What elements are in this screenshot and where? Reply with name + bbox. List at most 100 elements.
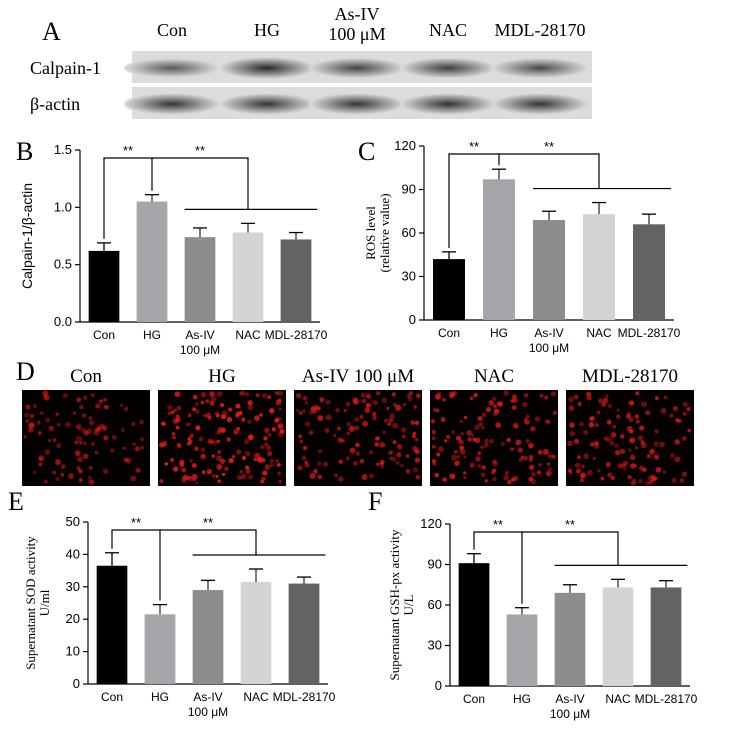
fluorescent-cell [503,390,509,396]
fluorescent-cell [317,474,323,480]
fluorescent-cell [176,414,180,419]
fluorescent-cell [629,437,636,444]
fluorescent-cell [99,399,103,403]
fluorescent-cell [341,438,345,443]
fluorescence-image-con [22,390,150,486]
fluorescent-cell [98,399,103,404]
fluorescent-cell [312,410,317,414]
fluorescent-cell [496,401,501,406]
x-tick-label: MDL-28170 [618,326,681,340]
fluorescent-cell [645,480,650,486]
bar-con [88,250,120,322]
fluorescent-cell [389,413,396,419]
fluorescent-cell [365,402,370,407]
fluorescent-cell [189,433,195,438]
fluorescent-cell [614,443,619,448]
fluorescent-cell [662,470,667,474]
fluorescent-cell [65,421,71,428]
x-tick-label: As-IV 100 μM [188,690,228,719]
fluorescent-cell [278,407,282,411]
fluorescent-cell [459,448,466,455]
fluorescent-cell [379,461,384,466]
x-tick-label: Con [438,326,460,340]
fluorescent-cell [74,440,79,445]
fluorescent-cell [335,407,340,413]
fluorescent-cell [415,474,421,480]
fluorescent-cell [302,445,308,451]
fluorescent-cell [181,467,187,473]
fluorescent-cell [481,465,486,470]
fluorescent-cell [324,428,330,434]
x-tick-label: As-IV 100 μM [550,692,590,721]
fluorescent-cell [159,442,165,448]
fluorescent-cell [82,441,87,446]
fluorescent-cell [222,472,226,477]
fluorescent-cell [463,475,467,480]
fluorescent-cell [671,477,677,484]
fluorescent-cell [52,438,57,442]
fluorescent-cell [481,426,485,430]
fluorescent-cell [414,437,419,442]
fluorescent-cell [435,393,442,400]
fluorescent-cell [325,399,331,405]
x-tick-label: HG [513,692,531,706]
fluorescent-cell [433,408,438,412]
fluorescent-cell [512,422,519,429]
fluorescent-cell [528,442,534,449]
fluorescent-cell [333,433,337,438]
fluorescent-cell [32,470,37,474]
fluorescent-cell [463,471,467,475]
fluorescent-cell [318,449,322,454]
fluorescent-cell [411,434,416,439]
fluorescent-cell [547,453,553,459]
fluorescent-cell [432,462,437,466]
y-tick-label: 0 [73,676,80,691]
bar-as-iv [192,590,224,684]
fluorescent-cell [396,452,402,458]
fluorescent-cell [522,402,528,408]
fluorescent-cell [245,468,251,475]
significance-bracket [473,531,523,604]
fluorescent-cell [217,450,222,454]
fluorescent-cell [48,425,54,432]
fluorescent-cell [617,463,623,469]
fluorescent-cell [167,410,172,416]
wb-band [400,93,496,115]
fluorescent-cell [346,422,351,427]
fluorescent-cell [365,393,372,399]
fluorescent-cell [415,420,420,426]
fluorescent-cell [76,435,82,442]
fluorescent-cell [640,440,645,445]
fluorescent-cell [139,419,144,425]
fluorescent-cell [528,457,533,462]
fluorescent-cell [47,438,52,443]
x-tick-label: As-IV 100 μM [529,326,569,355]
fluorescent-cell [98,423,105,430]
fluorescent-cell [687,428,692,433]
fluorescent-cell [361,474,368,480]
fluorescent-cell [209,400,215,406]
fluorescent-cell [654,396,659,401]
fluorescent-cell [354,416,360,422]
fluorescent-cell [492,459,497,464]
fluorescent-cell [469,396,474,401]
fluorescent-cell [590,416,595,421]
fluorescent-cell [674,456,681,463]
fluorescent-cell [277,423,284,429]
fluorescent-cell [231,455,236,459]
fluorescent-cell [77,456,83,463]
fluorescent-cell [619,448,626,455]
fluorescent-cell [511,396,518,403]
fluorescent-cell [583,430,589,436]
fluorescent-cell [264,464,271,470]
fluorescent-cell [493,412,498,417]
y-tick-label: 20 [66,611,80,626]
fluorescent-cell [359,458,365,464]
fluorescent-cell [125,457,132,464]
fluorescent-cell [176,442,182,448]
fluorescent-cell [78,469,82,473]
fluorescent-cell [451,454,457,461]
fluorescent-cell [459,419,464,424]
significance-bracket [103,157,153,239]
fluorescent-cell [629,454,636,461]
